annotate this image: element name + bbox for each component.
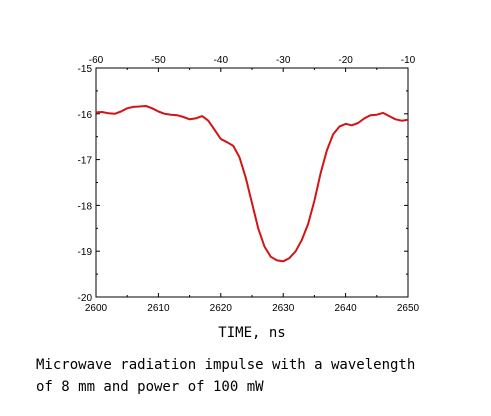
caption-line-1: Microwave radiation impulse with a wavel… [36, 357, 416, 373]
top-x-tick-label: -40 [214, 55, 229, 66]
y-tick-label: -20 [78, 293, 93, 304]
y-tick-label: -18 [78, 201, 93, 212]
top-x-tick-labels: -60 -50 -40 -30 -20 -10 [89, 55, 416, 66]
top-x-tick-label: -50 [151, 55, 166, 66]
x-tick-label: 2640 [334, 303, 357, 314]
x-tick-label: 2600 [85, 303, 108, 314]
y-tick-label: -16 [78, 110, 93, 121]
tick-marks [95, 67, 409, 298]
y-tick-label: -19 [78, 247, 93, 258]
series-line [95, 105, 409, 263]
figure-caption: Microwave radiation impulse with a wavel… [36, 354, 476, 398]
plot-frame [95, 67, 409, 298]
y-tick-label: -15 [78, 64, 93, 75]
x-tick-label: 2610 [147, 303, 170, 314]
x-tick-label: 2650 [397, 303, 420, 314]
y-tick-labels: -15 -16 -17 -18 -19 -20 [78, 64, 93, 304]
top-x-tick-label: -30 [276, 55, 291, 66]
x-tick-label: 2630 [272, 303, 295, 314]
x-tick-label: 2620 [210, 303, 233, 314]
y-tick-label: -17 [78, 156, 93, 167]
x-axis-title: TIME, ns [218, 325, 285, 341]
top-x-tick-label: -60 [89, 55, 104, 66]
top-x-tick-label: -20 [338, 55, 353, 66]
x-tick-labels: 2600 2610 2620 2630 2640 2650 [85, 303, 420, 314]
top-x-tick-label: -10 [401, 55, 416, 66]
caption-line-2: of 8 mm and power of 100 mW [36, 379, 264, 395]
